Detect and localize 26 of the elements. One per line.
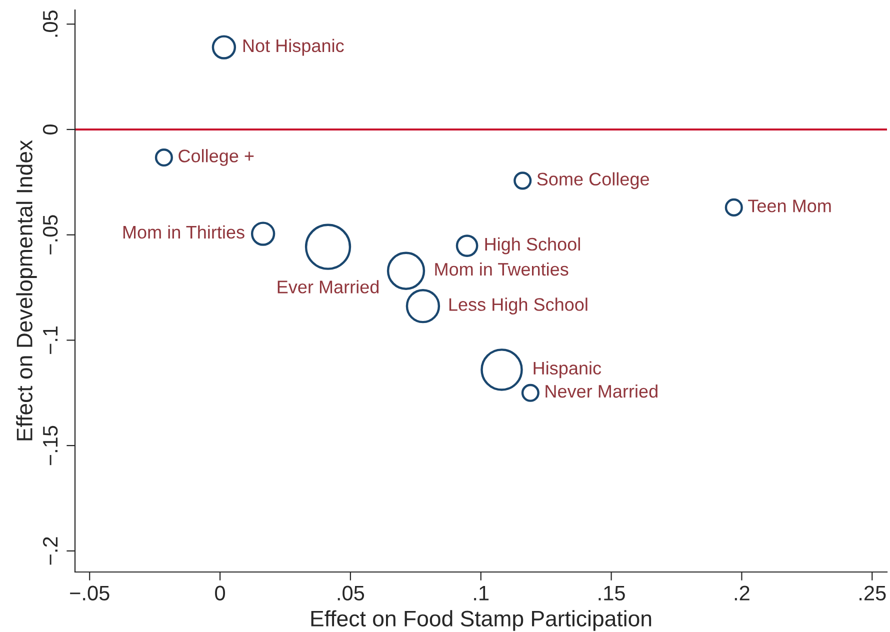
data-label: Not Hispanic	[243, 38, 344, 56]
y-tick-label: 0	[42, 124, 58, 134]
data-label: College +	[178, 149, 254, 166]
x-tick-label: .05	[338, 586, 364, 600]
data-label: High School	[485, 237, 580, 254]
y-tick-label: −.1	[43, 326, 58, 354]
data-label: Hispanic	[534, 361, 602, 378]
y-tick-label: −.2	[42, 537, 58, 565]
x-tick-label: 0	[215, 586, 226, 600]
data-label: Never Married	[546, 384, 658, 398]
x-tick-label: .25	[860, 586, 886, 600]
data-label: Teen Mom	[748, 200, 831, 212]
x-tick-label: .15	[598, 586, 625, 600]
data-label: Some College	[537, 172, 649, 190]
x-tick-label: −.05	[70, 586, 110, 600]
x-tick-label: .1	[474, 586, 489, 600]
x-tick-label: .2	[734, 586, 750, 600]
data-label: Mom in Twenties	[435, 262, 568, 276]
y-tick-label: −.15	[43, 426, 58, 466]
y-axis-title: Effect on Developmental Index	[16, 140, 37, 440]
x-axis-title: Effect on Food Stamp Participation	[311, 610, 652, 631]
data-label: Less High School	[449, 298, 588, 314]
y-tick-label: −.05	[42, 215, 58, 254]
data-label: Mom in Thirties	[123, 225, 244, 239]
data-label: Ever Married	[278, 280, 379, 294]
y-tick-label: .05	[42, 10, 58, 37]
